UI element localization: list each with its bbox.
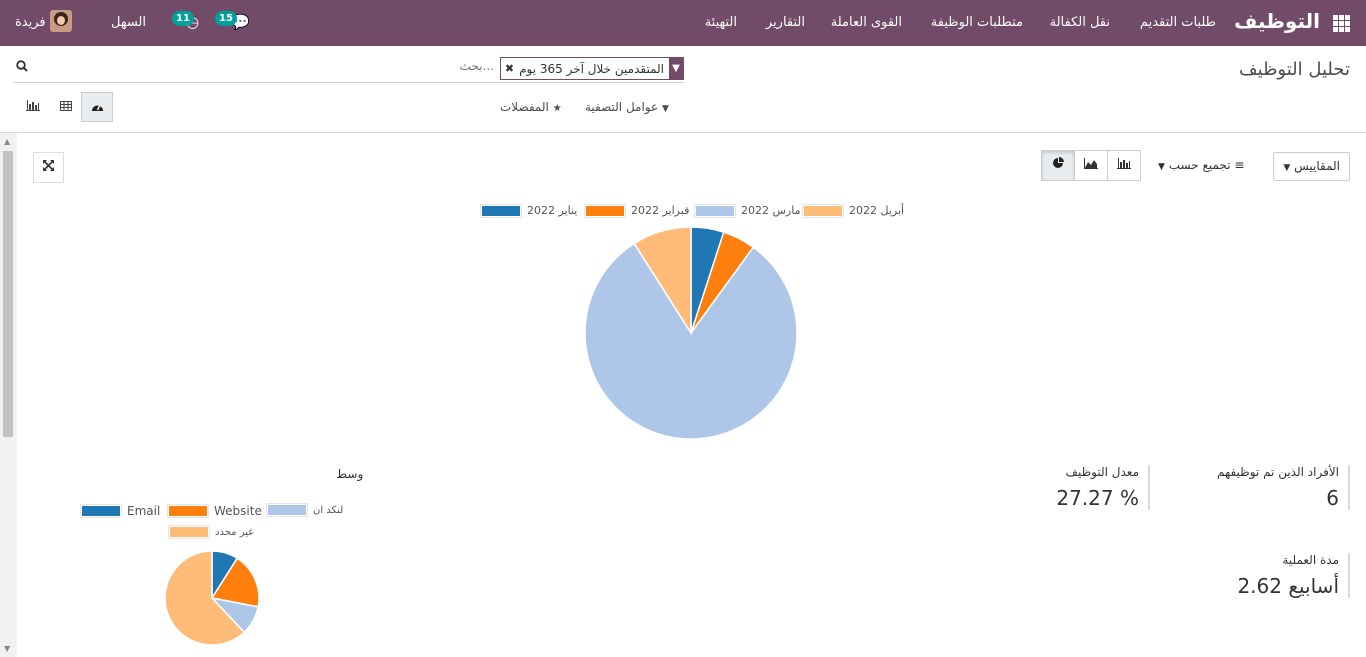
- filter-icon: ▼: [669, 58, 683, 79]
- groupby-label: تجميع حسب: [1168, 158, 1231, 172]
- legend-swatch: [266, 503, 308, 517]
- legend-swatch: [584, 203, 626, 218]
- table-icon: [60, 101, 72, 111]
- view-dashboard-button[interactable]: [81, 92, 113, 122]
- caret-down-icon: ▼: [1283, 163, 1291, 173]
- bar-chart-icon: [1117, 158, 1131, 169]
- legend-item[interactable]: Website: [167, 504, 262, 518]
- area-chart-icon: [1084, 158, 1098, 169]
- filters-label: عوامل التصفية: [585, 100, 659, 114]
- legend-swatch: [80, 504, 122, 518]
- pie-slice[interactable]: [584, 242, 798, 440]
- star-icon: ★: [552, 103, 562, 114]
- search-bar: ✖ المتقدمين خلال آخر 365 يوم ▼: [14, 57, 684, 83]
- pie-chart-button[interactable]: [1041, 150, 1075, 181]
- area-chart-button[interactable]: [1074, 150, 1108, 181]
- list-icon: ≡: [1234, 158, 1245, 172]
- pie-slice[interactable]: [633, 226, 692, 336]
- menu-configuration[interactable]: التهيئة: [704, 15, 737, 30]
- legend-label: Email: [127, 504, 161, 518]
- kpi-label: معدل التوظيف: [1065, 465, 1139, 479]
- legend-swatch: [167, 504, 209, 518]
- legend-swatch: [694, 203, 736, 218]
- kpi-value: 2.62 أسابيع: [1237, 574, 1339, 598]
- caret-down-icon: ▼: [1158, 162, 1165, 172]
- legend-item[interactable]: فبراير 2022: [584, 203, 690, 218]
- legend-item[interactable]: أبريل 2022: [802, 203, 905, 218]
- user-menu[interactable]: فريدة: [15, 15, 46, 30]
- pie-chart-icon: [1053, 157, 1064, 168]
- kpi-value: 27.27 %: [1056, 486, 1139, 510]
- scroll-up-arrow[interactable]: ▲: [4, 137, 11, 146]
- menu-workforce[interactable]: القوى العاملة: [830, 15, 902, 30]
- expand-icon: [43, 160, 54, 171]
- scrollbar-thumb[interactable]: [3, 151, 13, 437]
- measures-label: المقاييس: [1294, 159, 1340, 173]
- measures-dropdown[interactable]: ▼ المقاييس: [1273, 152, 1350, 181]
- kpi-label: الأفراد الذين تم توظيفهم: [1216, 465, 1339, 479]
- legend-item[interactable]: غير محدد: [168, 525, 254, 539]
- legend-label: غير محدد: [215, 526, 254, 538]
- legend-label: يناير 2022: [527, 204, 578, 217]
- messages-badge: 15: [215, 11, 237, 26]
- menu-sponsorship-transfer[interactable]: نقل الكفالة: [1049, 15, 1110, 30]
- legend-swatch: [480, 203, 522, 218]
- view-pivot-button[interactable]: [50, 92, 82, 122]
- search-input[interactable]: [344, 59, 494, 73]
- legend-item[interactable]: Email: [80, 504, 161, 518]
- legend-swatch: [802, 203, 844, 218]
- legend-label: لنكد ان: [313, 504, 344, 516]
- activities-badge: 11: [172, 11, 194, 26]
- top-navbar: التوظيف طلبات التقديم نقل الكفالة متطلبا…: [0, 0, 1366, 46]
- favorites-button[interactable]: المفضلات ★: [500, 100, 562, 114]
- avatar[interactable]: [50, 10, 72, 32]
- pie-chart-title: وسط: [336, 467, 364, 481]
- view-graph-button[interactable]: [17, 92, 49, 122]
- kpi-label: مدة العملية: [1282, 553, 1339, 567]
- kpi-process-duration[interactable]: مدة العملية 2.62 أسابيع: [1150, 553, 1350, 598]
- filters-button[interactable]: عوامل التصفية ▼: [585, 100, 669, 114]
- menu-job-requirements[interactable]: متطلبات الوظيفة: [930, 15, 1023, 30]
- facet-remove-icon[interactable]: ✖: [504, 62, 515, 75]
- funnel-icon: ▼: [662, 104, 669, 114]
- facet-label: المتقدمين خلال آخر 365 يوم: [519, 61, 664, 76]
- control-panel: تحليل التوظيف ✖ المتقدمين خلال آخر 365 ي…: [0, 46, 1366, 133]
- search-facet: ✖ المتقدمين خلال آخر 365 يوم ▼: [499, 57, 684, 80]
- apps-menu-icon[interactable]: [1333, 15, 1350, 32]
- pie-chart-medium: [164, 550, 260, 646]
- legend-label: مارس 2022: [741, 204, 801, 217]
- legend-label: أبريل 2022: [849, 204, 905, 217]
- legend-item[interactable]: مارس 2022: [694, 203, 801, 218]
- kpi-value: 6: [1326, 486, 1339, 510]
- bar-chart-button[interactable]: [1107, 150, 1141, 181]
- favorites-label: المفضلات: [500, 100, 549, 114]
- expand-button[interactable]: [33, 152, 64, 183]
- menu-reports[interactable]: التقارير: [765, 15, 805, 30]
- bar-chart-icon: [26, 100, 40, 111]
- dashboard-icon: [91, 104, 103, 111]
- app-brand[interactable]: التوظيف: [1234, 9, 1320, 33]
- vertical-scrollbar[interactable]: ▲ ▼: [0, 133, 17, 657]
- search-icon[interactable]: [16, 60, 28, 76]
- legend-item[interactable]: يناير 2022: [480, 203, 578, 218]
- legend-item[interactable]: لنكد ان: [266, 503, 344, 517]
- groupby-dropdown[interactable]: ▼ تجميع حسب ≡: [1158, 158, 1244, 172]
- company-switcher[interactable]: السهل: [111, 15, 147, 30]
- legend-swatch: [168, 525, 210, 539]
- scroll-down-arrow[interactable]: ▼: [4, 644, 11, 653]
- kpi-hiring-rate[interactable]: معدل التوظيف 27.27 %: [990, 465, 1150, 510]
- legend-label: فبراير 2022: [631, 204, 690, 217]
- kpi-hired[interactable]: الأفراد الذين تم توظيفهم 6: [1150, 465, 1350, 510]
- menu-applications[interactable]: طلبات التقديم: [1139, 15, 1216, 30]
- legend-label: Website: [214, 504, 262, 518]
- pie-chart-main: [584, 226, 798, 440]
- pie-slice[interactable]: [164, 550, 246, 646]
- pie-slice[interactable]: [210, 557, 260, 608]
- page-title: تحليل التوظيف: [1239, 59, 1350, 80]
